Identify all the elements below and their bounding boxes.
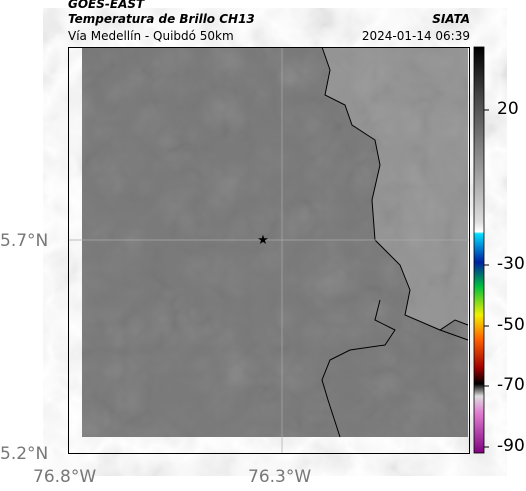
colorbar-label: -30 xyxy=(497,254,525,274)
star-marker: ★ xyxy=(257,233,269,248)
colorbar xyxy=(473,46,485,454)
subtitle: Temperatura de Brillo CH13 xyxy=(68,12,255,26)
colorbar-ticks xyxy=(484,109,489,448)
y-label: 5.2°N xyxy=(0,444,49,464)
timestamp: 2024-01-14 06:39 xyxy=(361,29,470,43)
colorbar-label: 20 xyxy=(497,99,519,119)
x-label: 76.8°W xyxy=(33,467,97,487)
location: Vía Medellín - Quibdó 50km xyxy=(68,29,234,43)
map-frame xyxy=(68,47,470,454)
colorbar-label: -90 xyxy=(497,436,525,456)
imagery-texture xyxy=(82,47,468,437)
map: ★ xyxy=(68,46,470,454)
colorbar-label: -50 xyxy=(497,315,525,335)
title: GOES-EAST xyxy=(68,0,145,11)
x-label: 76.3°W xyxy=(248,467,312,487)
colorbar-label: -70 xyxy=(497,375,525,395)
y-label: 5.7°N xyxy=(0,231,49,251)
border xyxy=(321,46,469,438)
source: SIATA xyxy=(432,12,470,26)
